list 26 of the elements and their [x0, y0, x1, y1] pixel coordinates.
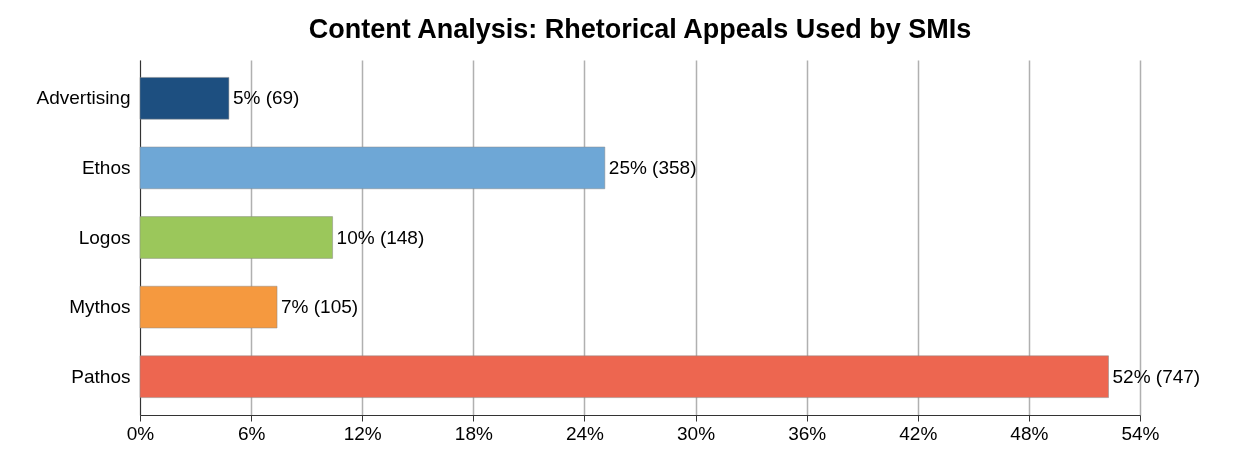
bar: [139, 77, 230, 120]
x-tick-label: 0%: [126, 422, 155, 444]
x-tick-label: 12%: [343, 422, 382, 444]
y-tick-label: Advertising: [36, 87, 131, 109]
x-tick-label: 42%: [899, 422, 938, 444]
chart-title: Content Analysis: Rhetorical Appeals Used by SMIs: [308, 14, 972, 44]
bar: [139, 216, 333, 259]
data-label: 25% (358): [608, 156, 697, 178]
x-tick-label: 18%: [454, 422, 493, 444]
y-tick-label: Logos: [78, 226, 131, 248]
bar: [139, 146, 606, 190]
data-label: 52% (747): [1112, 365, 1201, 387]
x-tick-label: 36%: [788, 422, 827, 444]
x-tick-label: 54%: [1121, 422, 1160, 444]
data-label: 7% (105): [281, 296, 359, 318]
bar: [139, 285, 278, 329]
y-tick-label: Mythos: [69, 296, 131, 318]
y-tick-label: Ethos: [81, 156, 131, 178]
bar: [139, 355, 1109, 398]
data-label: 5% (69): [232, 87, 300, 109]
x-tick-label: 24%: [565, 422, 605, 444]
data-label: 10% (148): [336, 226, 425, 248]
x-tick-label: 48%: [1010, 422, 1049, 444]
x-tick-label: 6%: [237, 422, 266, 444]
x-tick-label: 30%: [677, 422, 716, 444]
y-tick-label: Pathos: [71, 365, 131, 387]
